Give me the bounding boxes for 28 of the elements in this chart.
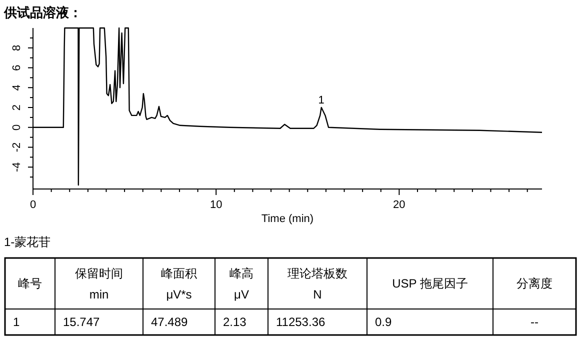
text: 11253.36	[276, 315, 326, 329]
y-tick-label: 0	[10, 124, 23, 130]
y-tick-label: 4	[10, 84, 23, 91]
text: --	[530, 315, 538, 329]
text: 峰面积 μV*s	[161, 266, 197, 302]
text: 1-蒙花苷	[4, 235, 51, 249]
x-axis-title: Time (min)	[261, 213, 314, 225]
text: 理论塔板数 N	[288, 266, 348, 302]
text: 峰高 μV	[230, 266, 254, 302]
text: 峰号	[18, 276, 42, 290]
y-tick-label: -4	[10, 162, 23, 172]
x-tick-label: 0	[30, 199, 36, 211]
y-tick-label: -2	[10, 142, 23, 152]
text: 15.747	[63, 315, 100, 329]
text: 保留时间 min	[75, 266, 123, 302]
annotation: 1	[318, 94, 324, 107]
text: USP 拖尾因子	[392, 276, 468, 290]
text: 1	[13, 315, 20, 329]
text: 47.489	[151, 315, 188, 329]
y-tick-label: 6	[10, 64, 23, 71]
x-tick-label: 10	[210, 199, 222, 211]
text: 分离度	[516, 276, 552, 290]
x-tick-label: 20	[393, 199, 406, 211]
chart-title: 供试品溶液：	[3, 5, 82, 20]
y-tick-label: 2	[10, 104, 23, 111]
y-tick-label: 8	[10, 44, 23, 51]
text: 2.13	[223, 315, 247, 329]
text: 0.9	[375, 315, 392, 329]
